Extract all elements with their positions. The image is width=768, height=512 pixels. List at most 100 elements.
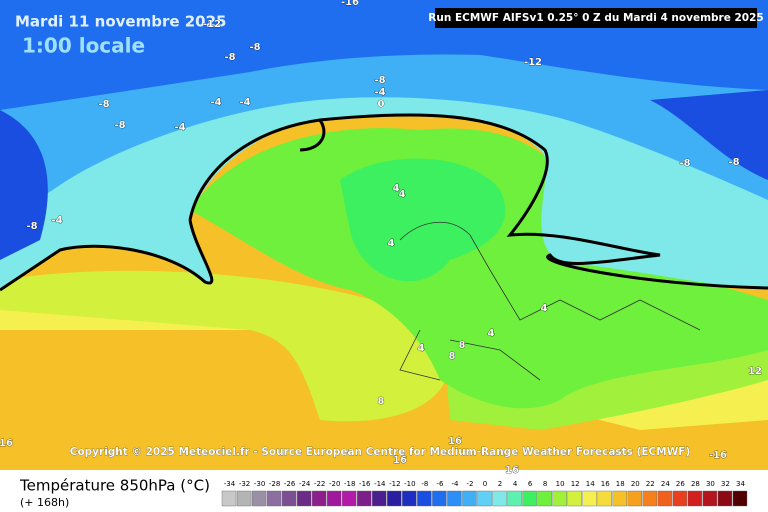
contour-label: -4 bbox=[210, 97, 221, 108]
legend-tick-label: 6 bbox=[528, 480, 533, 488]
legend-subtitle: (+ 168h) bbox=[20, 496, 69, 509]
contour-label: 16 bbox=[448, 436, 462, 447]
contour-label: -8 bbox=[98, 99, 109, 110]
legend-tick-label: -14 bbox=[374, 480, 386, 488]
legend-tick-label: 34 bbox=[736, 480, 745, 488]
legend-tick-label: 18 bbox=[616, 480, 625, 488]
legend-tick-label: 10 bbox=[556, 480, 565, 488]
legend-swatch bbox=[642, 490, 658, 507]
contour-label: 4 bbox=[388, 238, 395, 249]
legend-swatch bbox=[672, 490, 688, 507]
legend-tick-label: -32 bbox=[239, 480, 250, 488]
contour-label: 8 bbox=[449, 351, 456, 362]
legend-tick-label: -12 bbox=[389, 480, 400, 488]
legend-swatch bbox=[462, 490, 477, 507]
contour-label: -8 bbox=[249, 42, 260, 53]
legend-swatch bbox=[627, 490, 642, 507]
legend-swatch bbox=[702, 490, 718, 507]
contour-label: 4 bbox=[393, 183, 400, 194]
legend-swatch bbox=[657, 490, 673, 507]
legend-tick-label: 0 bbox=[483, 480, 487, 488]
contour-label: -12 bbox=[203, 19, 221, 30]
legend-tick-label: -20 bbox=[329, 480, 340, 488]
legend-swatch bbox=[492, 490, 507, 507]
contour-label: -4 bbox=[374, 87, 385, 98]
contour-label: -8 bbox=[224, 52, 235, 63]
legend-swatch bbox=[342, 490, 357, 507]
legend-tick-label: 16 bbox=[601, 480, 610, 488]
legend-swatch bbox=[327, 490, 342, 507]
contour-label: 12 bbox=[748, 366, 762, 377]
legend-swatch bbox=[311, 490, 327, 507]
legend-swatch bbox=[357, 490, 372, 507]
contour-label: 4 bbox=[488, 328, 495, 339]
legend-swatch bbox=[687, 490, 703, 507]
legend-tick-label: 4 bbox=[513, 480, 518, 488]
legend-title: Température 850hPa (°C) bbox=[19, 477, 210, 495]
legend-swatch bbox=[372, 490, 387, 507]
legend-swatch bbox=[221, 490, 237, 507]
legend-tick-label: -6 bbox=[436, 480, 444, 488]
legend-tick-label: -4 bbox=[451, 480, 459, 488]
contour-label: -8 bbox=[728, 157, 739, 168]
legend-swatch bbox=[266, 490, 282, 507]
contour-label: -12 bbox=[524, 57, 542, 68]
legend-tick-label: -34 bbox=[224, 480, 236, 488]
legend-tick-label: -16 bbox=[359, 480, 371, 488]
contour-label: 4 bbox=[399, 189, 406, 200]
legend-swatch bbox=[552, 490, 567, 507]
legend-tick-label: -24 bbox=[299, 480, 311, 488]
legend-tick-label: 22 bbox=[646, 480, 655, 488]
legend-tick-label: 12 bbox=[571, 480, 580, 488]
legend-tick-label: 26 bbox=[676, 480, 685, 488]
legend-tick-label: -8 bbox=[421, 480, 428, 488]
legend-swatch bbox=[387, 490, 402, 507]
legend-swatch bbox=[417, 490, 432, 507]
legend-tick-label: -26 bbox=[284, 480, 296, 488]
contour-label: 4 bbox=[541, 303, 548, 314]
legend-tick-label: -28 bbox=[269, 480, 280, 488]
time: 1:00 locale bbox=[22, 34, 145, 58]
contour-label: 16 bbox=[0, 438, 13, 449]
legend-tick-label: -30 bbox=[254, 480, 265, 488]
copyright: Copyright © 2025 Meteociel.fr - Source E… bbox=[70, 446, 691, 458]
legend-tick-label: -2 bbox=[466, 480, 473, 488]
contour-label: 0 bbox=[378, 99, 385, 110]
run-box bbox=[435, 8, 757, 28]
legend-swatch bbox=[447, 490, 462, 507]
legend-tick-label: 8 bbox=[543, 480, 547, 488]
contour-label: -4 bbox=[51, 215, 62, 226]
contour-label: -4 bbox=[174, 122, 185, 133]
legend-tick-label: -18 bbox=[344, 480, 355, 488]
contour-label: -4 bbox=[239, 97, 250, 108]
date: Mardi 11 novembre 2025 bbox=[15, 13, 227, 31]
run-info: Run ECMWF AIFSv1 0.25° 0 Z du Mardi 4 no… bbox=[428, 12, 763, 24]
legend-swatch bbox=[432, 490, 447, 507]
legend-swatch bbox=[251, 490, 267, 507]
legend-swatch bbox=[717, 490, 733, 507]
legend-swatch bbox=[612, 490, 627, 507]
legend-swatch bbox=[522, 490, 537, 507]
legend-tick-label: 30 bbox=[706, 480, 715, 488]
contour-label: 8 bbox=[378, 396, 385, 407]
contour-label: 8 bbox=[459, 340, 466, 351]
legend-swatch bbox=[582, 490, 597, 507]
legend-tick-label: 14 bbox=[586, 480, 595, 488]
legend-swatch bbox=[732, 490, 748, 507]
legend-swatch bbox=[567, 490, 582, 507]
contour-label: -16 bbox=[341, 0, 359, 8]
legend-swatch bbox=[236, 490, 252, 507]
contour-label: -8 bbox=[374, 75, 385, 86]
contour-label: 16 bbox=[505, 465, 519, 476]
legend-swatch bbox=[507, 490, 522, 507]
legend-tick-label: -10 bbox=[404, 480, 415, 488]
contour-label: -16 bbox=[709, 450, 727, 461]
legend-tick-label: -22 bbox=[314, 480, 325, 488]
legend-tick-label: 2 bbox=[498, 480, 502, 488]
legend-tick-label: 32 bbox=[721, 480, 730, 488]
legend-swatch bbox=[402, 490, 417, 507]
contour-label: -8 bbox=[679, 158, 690, 169]
legend-swatch bbox=[281, 490, 297, 507]
legend-tick-label: 20 bbox=[631, 480, 640, 488]
